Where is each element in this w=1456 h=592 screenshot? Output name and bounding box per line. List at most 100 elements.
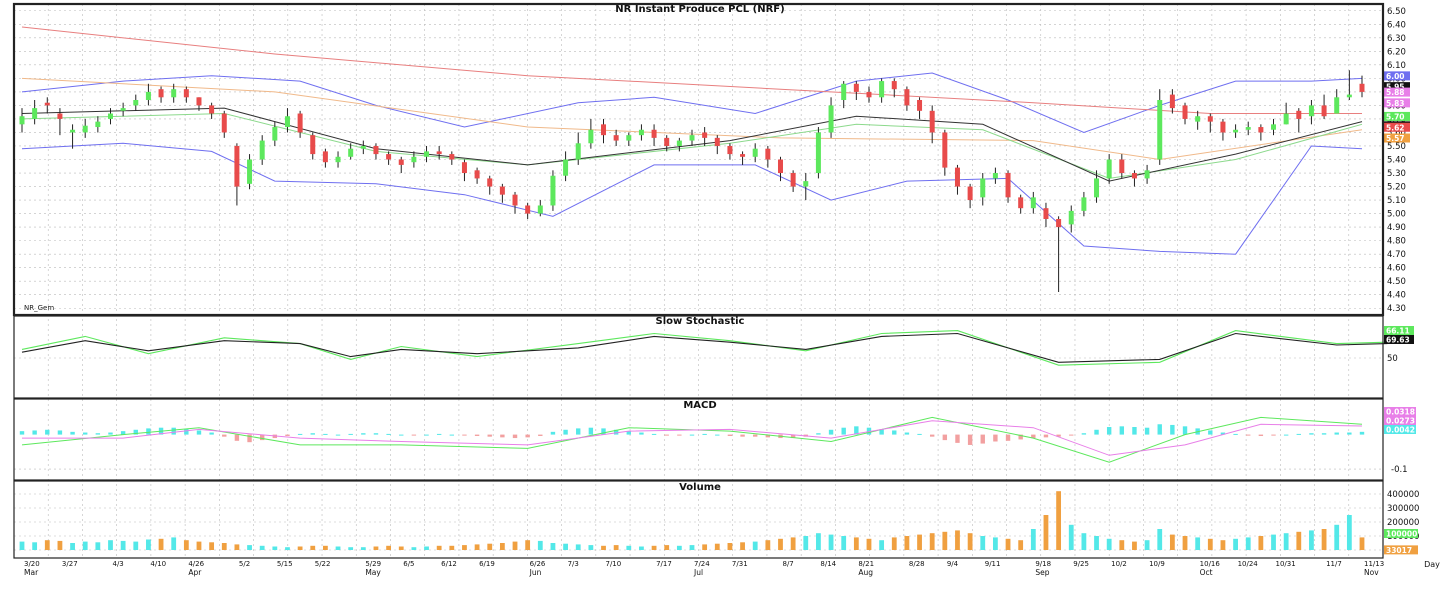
date-tick-label: 8/7 [782,560,793,568]
macd-hist-bar [348,433,353,435]
macd-hist-bar [1018,434,1023,440]
volume-bar [1346,515,1352,550]
macd-line [21,416,1363,463]
volume-bar [335,546,341,550]
candle-body [512,194,518,206]
candle-body [171,89,177,98]
price-tick-label: 4.80 [1387,237,1406,247]
volume-bar [183,540,189,550]
macd-hist-bar [1233,433,1238,435]
candle-body [348,148,354,157]
volume-bar [272,546,278,550]
candle-body [1157,100,1163,160]
macd-hist-bar [1081,433,1087,435]
volume-bar [398,546,404,550]
volume-bar [1283,533,1289,550]
volume-bar [221,543,227,550]
candle-body [1081,197,1087,211]
candle-body [1030,197,1036,209]
month-tick-label: Oct [1200,568,1213,577]
volume-bar [601,545,606,550]
date-tick-label: 10/9 [1149,560,1165,568]
stoch-tick-label: 50 [1387,354,1398,364]
macd-hist-bar [651,433,657,435]
candle-body [158,89,164,98]
macd-hist-bar [1208,430,1213,435]
macd-tag [1384,407,1416,416]
volume-bar [651,545,657,550]
candle-body [95,121,101,128]
macd-hist-bar [19,431,25,435]
macd-hist-bar [664,434,669,436]
long-ema-line [21,26,1362,114]
month-tick-label: Nov [1364,568,1379,577]
candle-body [386,154,392,160]
axis-layer: 6.506.406.306.206.106.005.905.805.705.60… [24,7,1419,577]
date-tick-label: 10/31 [1276,560,1296,568]
stoch-k-line [21,330,1388,366]
candle-body [1043,208,1049,219]
volume-bar [550,543,556,550]
volume-bar [778,538,783,550]
volume-bar [424,546,429,550]
vol-tick-label: 200000 [1387,518,1419,528]
candle-body [1056,218,1062,228]
macd-hist-bar [715,434,720,436]
volume-bar [765,540,771,550]
macd-hist-bar [83,432,88,435]
volume-bar [82,541,88,550]
candle-body [1220,121,1226,133]
candle-body [335,156,341,163]
volume-bar [348,547,354,550]
volume-bar [563,543,568,550]
macd-hist-bar [1031,434,1036,439]
volume-bar [19,541,25,550]
price-tick-label: 5.10 [1387,196,1406,206]
macd-hist-bar [1144,427,1150,435]
candle-body [1334,97,1340,114]
price-tick-label: 5.60 [1387,128,1406,138]
volume-panel-frame [13,480,1384,559]
macd-tag-label: 0.0042 [1386,426,1415,435]
date-tick-label: 4/26 [188,560,204,568]
volume-bar [1169,534,1175,550]
volume-bar [1144,540,1150,550]
macd-hist-bar [411,434,417,436]
macd-hist-bar [1321,433,1327,435]
candle-body [1005,173,1011,198]
candle-body [133,100,139,106]
volume-bar [57,540,63,550]
volume-bar [436,545,442,550]
volume-bar [499,543,505,550]
volume-bar [803,536,809,550]
candle-body [1106,159,1112,179]
volume-bar [158,538,164,550]
month-tick-label: May [365,568,381,577]
macd-hist-bar [917,433,922,435]
macd-hist-bar [942,434,948,441]
candle-body [765,148,771,160]
stoch-tag-label: 66.11 [1386,327,1410,336]
volume-bar [171,537,177,550]
vol-tag [1384,545,1418,555]
candle-body [234,145,240,187]
candle-body [967,186,973,201]
volume-bar [626,545,632,550]
date-tick-label: 5/15 [277,560,293,568]
candle-body [107,113,113,119]
candle-body [815,132,821,174]
volume-bar [588,545,594,550]
candle-body [474,170,480,179]
macd-hist-bar [32,430,37,435]
period-label: Day [1424,560,1440,569]
volume-bar [1195,537,1201,550]
volume-bar [790,537,796,550]
candle-body [196,97,202,106]
volume-bar [1119,540,1125,550]
macd-hist-bar [1056,434,1061,437]
price-tick-label: 6.40 [1387,20,1406,30]
volume-bar [942,531,948,550]
volume-bar [1018,540,1024,550]
candle-body [1195,116,1201,122]
